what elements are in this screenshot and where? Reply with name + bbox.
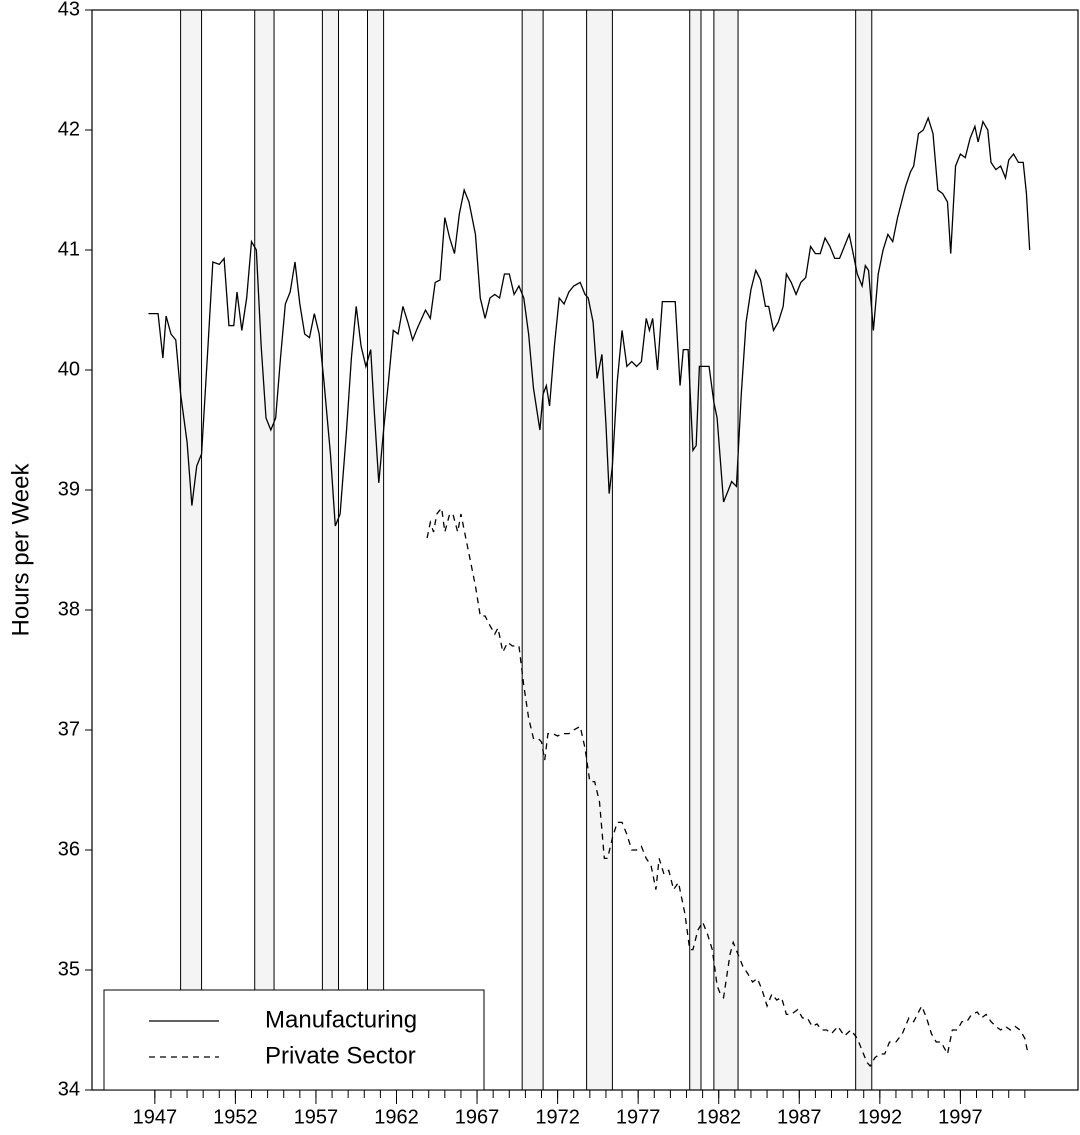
y-tick-label: 35 (58, 958, 80, 980)
recession-band (321, 9, 339, 1091)
x-tick-label: 1992 (858, 1106, 903, 1128)
y-tick-label: 38 (58, 598, 80, 620)
series-line (426, 506, 1029, 1068)
recession-band (521, 9, 544, 1091)
y-tick-label: 43 (58, 0, 80, 20)
y-tick-label: 41 (58, 238, 80, 260)
recession-band (254, 9, 275, 1091)
y-tick-label: 34 (58, 1078, 80, 1100)
legend-box (103, 989, 485, 1091)
x-tick-label: 1957 (294, 1106, 339, 1128)
y-tick-label: 42 (58, 118, 80, 140)
x-tick-label: 1962 (374, 1106, 419, 1128)
legend-label: Manufacturing (265, 1006, 417, 1033)
x-tick-label: 1997 (938, 1106, 983, 1128)
y-tick-label: 36 (58, 838, 80, 860)
recession-band (713, 9, 739, 1091)
y-tick-label: 39 (58, 478, 80, 500)
y-tick-label: 37 (58, 718, 80, 740)
x-tick-label: 1977 (616, 1106, 661, 1128)
x-tick-label: 1952 (213, 1106, 258, 1128)
x-tick-label: 1967 (455, 1106, 500, 1128)
recession-band (180, 9, 203, 1091)
recession-band (855, 9, 873, 1091)
recession-band (367, 9, 385, 1091)
y-axis-label: Hours per Week (7, 463, 34, 637)
recession-band (586, 9, 613, 1091)
x-tick-label: 1972 (535, 1106, 580, 1128)
y-tick-label: 40 (58, 358, 80, 380)
x-tick-label: 1987 (777, 1106, 822, 1128)
x-tick-label: 1947 (133, 1106, 178, 1128)
plot-frame (91, 9, 1079, 1091)
legend-label: Private Sector (265, 1042, 416, 1069)
x-tick-label: 1982 (696, 1106, 741, 1128)
series-line (148, 116, 1031, 527)
